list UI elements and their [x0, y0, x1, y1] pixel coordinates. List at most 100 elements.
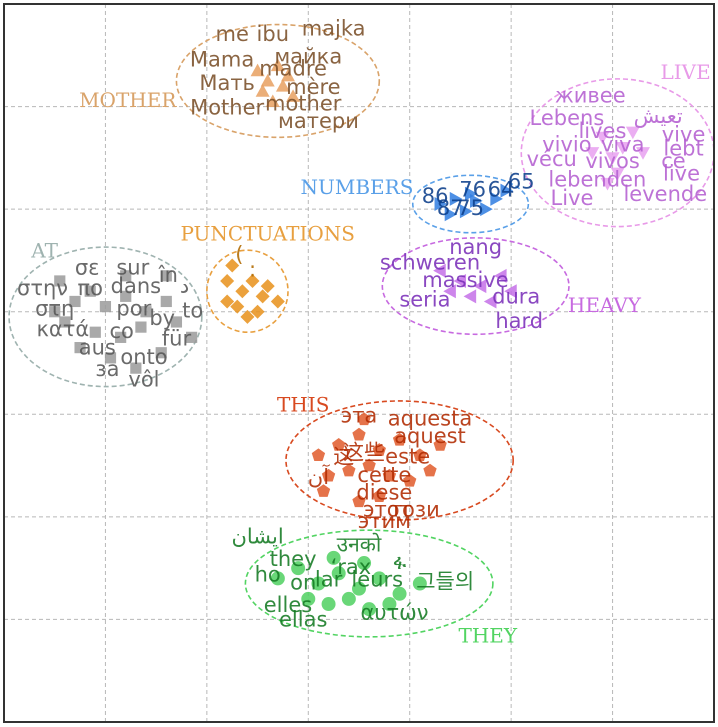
punctuations-point	[245, 273, 260, 288]
at-point	[69, 295, 81, 308]
mother-word-label: majka	[302, 17, 366, 41]
they-point	[362, 602, 377, 617]
heavy-point	[443, 284, 456, 299]
mother-word-label: майка	[274, 44, 342, 68]
they-cluster-label: THEY	[459, 623, 518, 647]
they-word-label: उनको	[337, 533, 382, 557]
at-point	[54, 275, 66, 287]
this-point	[372, 443, 386, 456]
at-word-label: dans	[111, 274, 161, 298]
numbers-point	[449, 191, 463, 206]
they-point	[372, 571, 387, 586]
at-word-label: to	[182, 299, 203, 323]
they-word-label: elles	[264, 593, 312, 617]
heavy-point	[473, 279, 487, 294]
mother-word-label: Mama	[190, 47, 254, 71]
this-point	[311, 448, 326, 461]
heavy-cluster-ellipse	[381, 237, 570, 336]
this-word-label: 这	[333, 444, 354, 468]
at-point	[155, 347, 167, 359]
mother-word-label: Мать	[199, 71, 255, 95]
mother-word-label: ibu	[257, 22, 289, 46]
live-word-label: live	[663, 161, 700, 185]
live-point	[636, 147, 650, 160]
at-point	[186, 331, 198, 343]
live-point	[605, 152, 620, 165]
they-point	[270, 571, 285, 586]
this-word-label: този	[390, 498, 440, 522]
mother-point	[286, 89, 301, 102]
live-word-label: ce	[661, 149, 685, 173]
live-word-label: vivio	[542, 133, 591, 157]
live-point	[615, 142, 630, 155]
this-point	[332, 438, 346, 451]
at-word-label: د	[180, 274, 189, 298]
numbers-point	[500, 183, 514, 198]
this-point	[433, 438, 447, 451]
mother-word-label: mère	[286, 75, 340, 99]
at-word-label: sur	[116, 256, 149, 280]
punctuations-word-label: (	[235, 242, 243, 266]
numbers-word-label: 65	[508, 169, 535, 193]
at-cluster-ellipse	[8, 246, 203, 388]
this-cluster-ellipse	[285, 400, 514, 521]
live-word-label: lebenden	[548, 167, 646, 191]
numbers-point	[490, 191, 503, 206]
punctuations-point	[220, 294, 235, 309]
mother-word-label: me	[216, 22, 249, 46]
live-point	[625, 126, 640, 140]
this-point	[362, 458, 376, 472]
at-point	[120, 290, 132, 302]
at-point	[160, 270, 172, 282]
they-point	[291, 561, 306, 576]
at-point	[135, 321, 147, 333]
at-point	[84, 285, 96, 297]
mother-word-label: Mother	[190, 96, 264, 120]
they-word-label: leurs	[351, 567, 403, 591]
live-word-label: Lebens	[530, 106, 605, 130]
at-point	[59, 316, 71, 328]
live-word-label: levende	[623, 182, 707, 206]
mother-cluster-label: MOTHER	[79, 88, 177, 112]
this-point	[316, 484, 331, 497]
heavy-point	[504, 284, 517, 299]
mother-word-label: mother	[265, 92, 342, 116]
mother-point	[281, 68, 295, 82]
they-point	[301, 591, 316, 606]
live-word-label: vive	[662, 122, 706, 146]
punctuations-point	[260, 279, 275, 294]
live-word-label: viva	[601, 133, 645, 157]
live-word-label: lives	[578, 119, 626, 143]
numbers-point	[434, 197, 448, 212]
heavy-word-label: hard	[495, 309, 543, 333]
at-point	[104, 352, 117, 364]
live-word-label: lebt	[663, 137, 703, 161]
live-point	[600, 177, 615, 191]
mother-point	[260, 73, 275, 87]
they-point	[357, 556, 372, 571]
at-word-label: στη	[35, 297, 74, 321]
they-cluster-ellipse	[244, 529, 494, 638]
this-word-label: этим	[358, 509, 411, 533]
punctuations-point	[270, 294, 285, 309]
at-word-label: für	[162, 326, 192, 350]
numbers-point	[464, 186, 478, 201]
numbers-word-label: 76	[459, 178, 486, 202]
cluster-punctuations: (: PUNCTUATIONS	[180, 221, 355, 334]
this-point	[372, 489, 386, 503]
they-word-label: ፋ	[393, 550, 407, 574]
numbers-cluster-label: NUMBERS	[301, 175, 414, 199]
they-word-label: 그들의	[416, 570, 474, 594]
at-word-label: onto	[120, 345, 167, 369]
numbers-point	[459, 204, 473, 219]
heavy-word-label: dura	[492, 284, 540, 308]
punctuations-point	[250, 304, 265, 319]
at-point	[99, 300, 112, 313]
at-word-label: πο	[77, 276, 103, 300]
mother-point	[250, 63, 265, 77]
they-word-label: ʻrax	[331, 555, 372, 579]
heavy-point	[483, 294, 497, 309]
punctuations-point	[225, 258, 240, 273]
